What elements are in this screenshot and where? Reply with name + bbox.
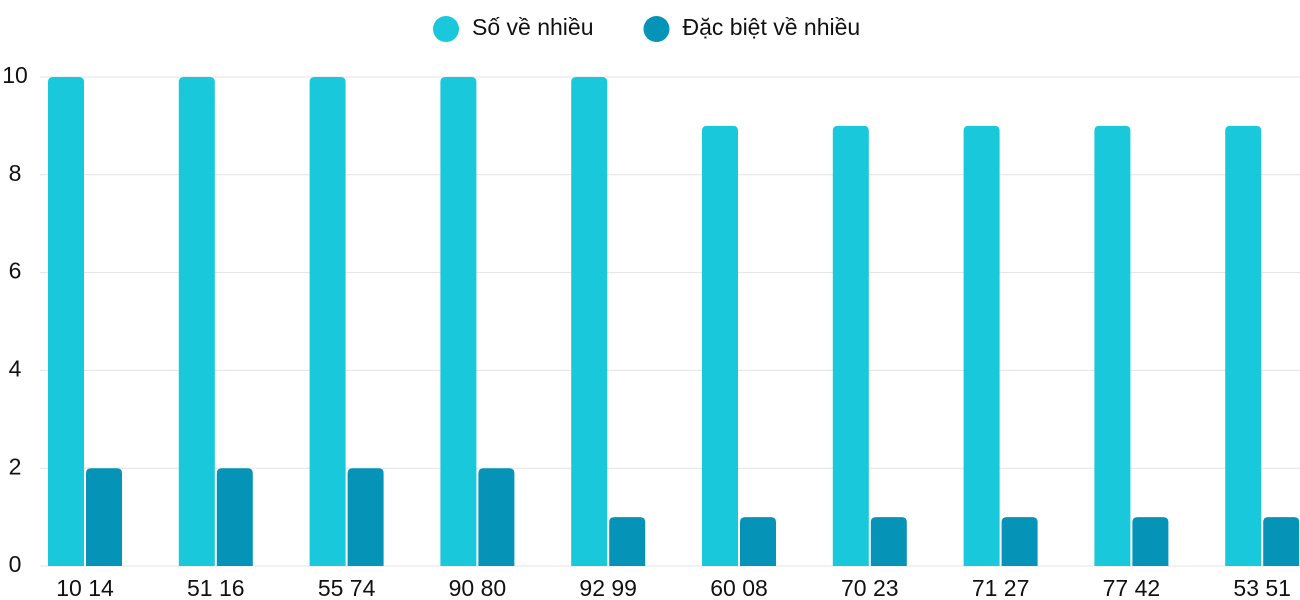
y-tick-label: 0 (9, 551, 22, 577)
bar (216, 468, 253, 566)
bar (832, 125, 869, 567)
bar (963, 125, 1000, 567)
x-tick-label: 51 16 (187, 575, 245, 600)
x-tick-label: 77 42 (1103, 575, 1161, 600)
bar (309, 77, 346, 566)
x-tick-label: 10 14 (56, 575, 114, 600)
bar (48, 77, 84, 566)
x-tick-label: 90 80 (449, 575, 507, 600)
bar (478, 468, 515, 566)
x-tick-label: 53 51 (1233, 575, 1291, 600)
legend-label: Đặc biệt về nhiều (682, 14, 860, 40)
legend-marker (433, 16, 459, 42)
bar (178, 77, 215, 566)
y-tick-label: 2 (9, 453, 22, 479)
bar (609, 517, 646, 566)
bar (1001, 517, 1038, 566)
bar (1132, 517, 1169, 566)
x-tick-label: 71 27 (972, 575, 1030, 600)
bar (740, 517, 776, 566)
x-tick-label: 55 74 (318, 575, 376, 600)
x-tick-label: 70 23 (841, 575, 899, 600)
bar (1263, 517, 1300, 566)
y-tick-label: 6 (9, 258, 22, 284)
x-tick-label: 60 08 (710, 575, 768, 600)
bar (870, 517, 907, 566)
legend-label: Số về nhiều (472, 14, 593, 40)
y-tick-label: 8 (9, 160, 22, 186)
bar (440, 77, 477, 566)
y-tick-label: 10 (2, 62, 28, 88)
bar (571, 77, 608, 566)
bar (86, 468, 122, 566)
bar (702, 125, 738, 567)
y-tick-label: 4 (9, 355, 22, 381)
bar (1094, 125, 1131, 567)
legend-marker (643, 16, 670, 42)
bar (1225, 125, 1262, 567)
bar (347, 468, 384, 566)
x-tick-label: 92 99 (579, 575, 637, 600)
